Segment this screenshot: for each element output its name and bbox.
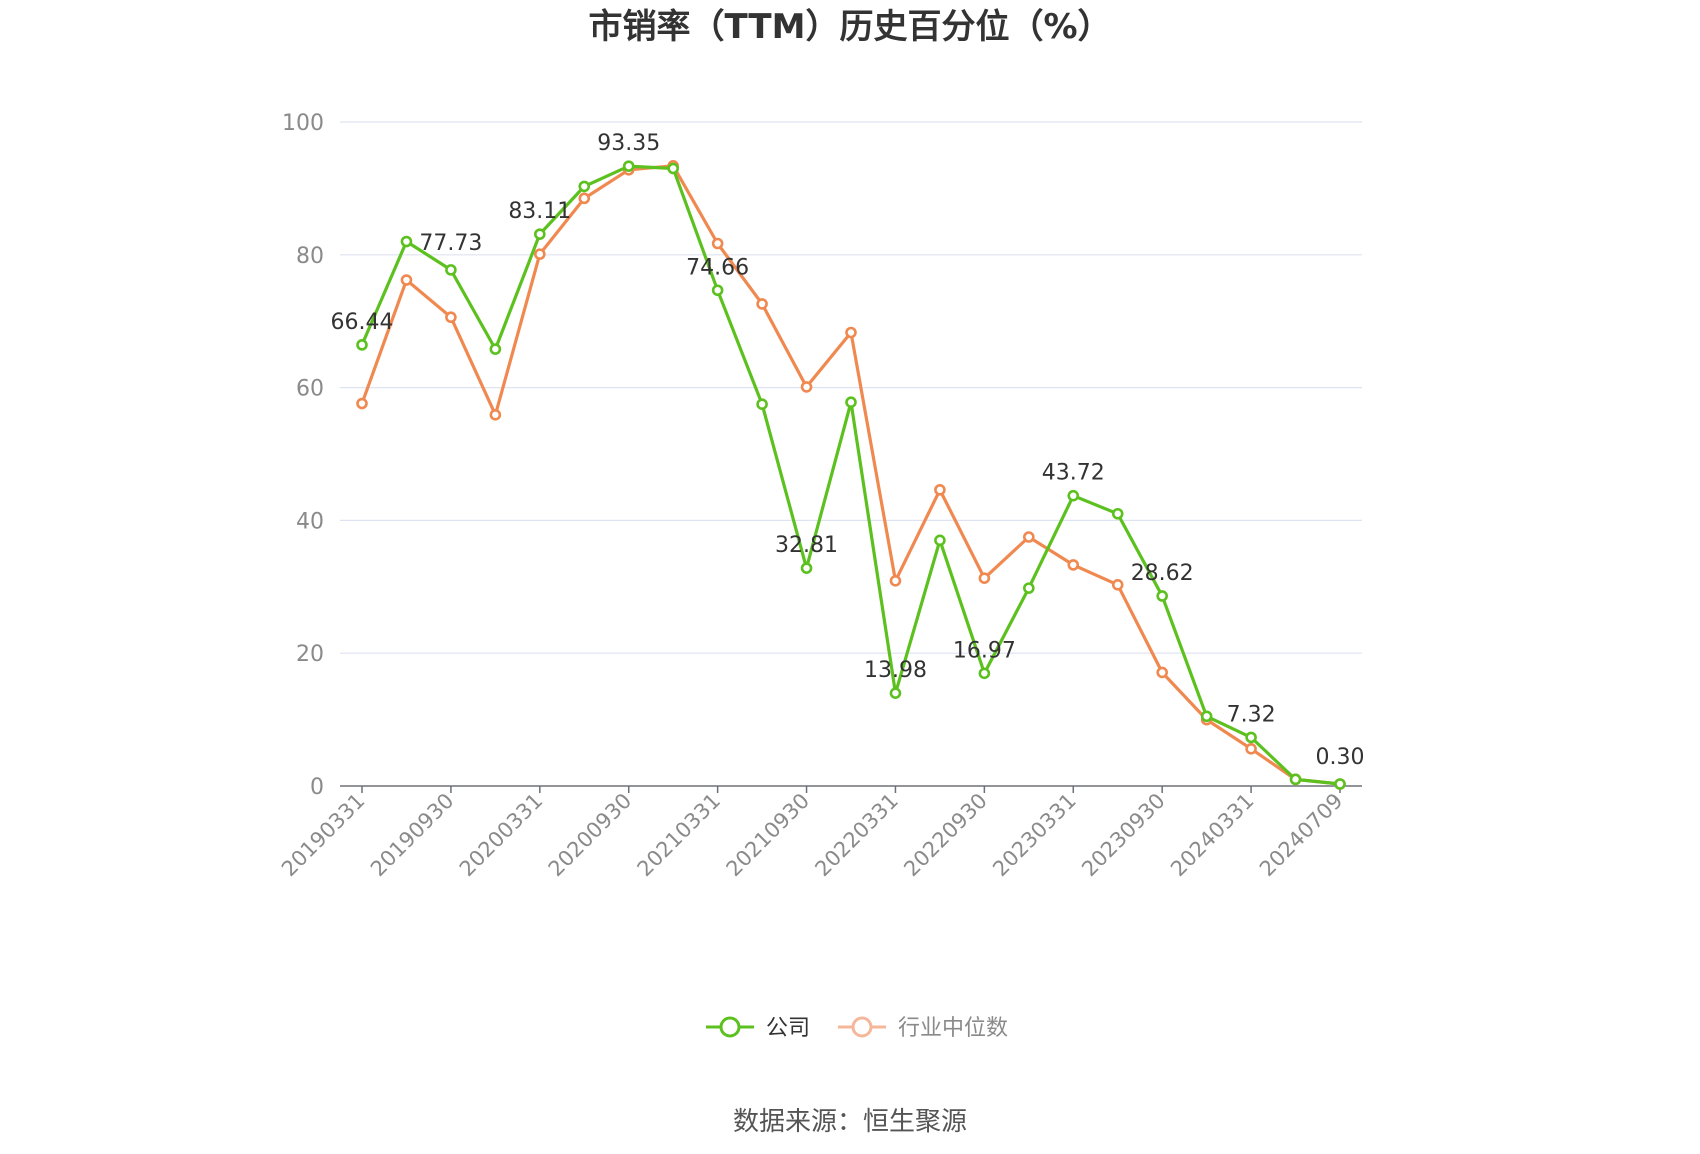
legend-label-company: 公司 bbox=[766, 1016, 810, 1041]
legend-item-company[interactable]: 公司 bbox=[706, 1016, 810, 1041]
data-point-industry-median bbox=[445, 311, 457, 324]
grid-lines bbox=[340, 121, 1362, 654]
series-layer bbox=[356, 160, 1346, 790]
data-point-company bbox=[1334, 778, 1346, 790]
x-tick-label: 20200331 bbox=[455, 789, 548, 882]
data-label: 66.44 bbox=[331, 310, 394, 335]
data-point-industry-median bbox=[711, 237, 724, 250]
y-tick-label: 40 bbox=[296, 509, 324, 534]
legend-item-industry-median[interactable]: 行业中位数 bbox=[838, 1016, 1008, 1041]
data-point-company bbox=[400, 235, 413, 248]
data-label: 0.30 bbox=[1316, 745, 1365, 770]
data-label: 28.62 bbox=[1131, 561, 1194, 586]
data-label: 13.98 bbox=[864, 658, 927, 683]
y-tick-label: 60 bbox=[296, 377, 324, 402]
data-point-company bbox=[489, 343, 502, 355]
data-point-industry-median bbox=[1023, 531, 1035, 543]
data-point-industry-median bbox=[400, 274, 413, 286]
x-tick-label: 20210930 bbox=[722, 789, 815, 882]
data-point-company bbox=[1067, 489, 1080, 502]
data-point-industry-median bbox=[534, 248, 546, 260]
x-tick-label: 20230331 bbox=[988, 789, 1081, 882]
data-point-industry-median bbox=[756, 298, 768, 310]
data-point-company bbox=[1023, 582, 1035, 594]
data-point-company bbox=[667, 162, 679, 175]
data-label: 77.73 bbox=[419, 231, 482, 256]
x-tick-label: 20210331 bbox=[633, 789, 726, 882]
data-point-company bbox=[1156, 590, 1168, 602]
data-label: 43.72 bbox=[1042, 461, 1105, 486]
data-point-company bbox=[711, 284, 724, 297]
data-label: 16.97 bbox=[953, 638, 1016, 663]
x-tick-label: 20240709 bbox=[1255, 789, 1348, 882]
data-point-company bbox=[845, 396, 857, 409]
y-tick-label: 100 bbox=[282, 111, 324, 136]
data-point-company bbox=[800, 562, 813, 574]
data-point-industry-median bbox=[889, 575, 902, 587]
x-tick-label: 20220930 bbox=[899, 789, 992, 882]
data-point-company bbox=[1289, 773, 1302, 786]
y-tick-label: 80 bbox=[296, 244, 324, 269]
legend-label-industry-median: 行业中位数 bbox=[898, 1016, 1008, 1041]
data-point-company bbox=[1111, 507, 1124, 520]
y-tick-label: 0 bbox=[310, 775, 324, 800]
data-labels: 66.44 77.73 83.11 93.35 74.66 32.81 13.98 16.97… bbox=[331, 131, 1365, 770]
chart-title: 市销率（TTM）历史百分位（%） bbox=[588, 7, 1111, 47]
data-point-company bbox=[622, 160, 635, 172]
data-point-company bbox=[756, 398, 768, 411]
x-tick-label: 20190331 bbox=[277, 789, 370, 882]
data-point-industry-median bbox=[1156, 666, 1168, 679]
data-label: 83.11 bbox=[508, 199, 571, 224]
data-point-industry-median bbox=[578, 192, 591, 205]
x-tick-label: 20200930 bbox=[544, 789, 637, 882]
x-tick-label: 20240331 bbox=[1166, 789, 1259, 882]
data-point-industry-median bbox=[845, 326, 857, 339]
legend: 公司 行业中位数 bbox=[706, 1016, 1008, 1041]
data-point-company bbox=[1245, 731, 1257, 744]
data-point-industry-median bbox=[1245, 743, 1257, 755]
legend-marker-company-dot bbox=[719, 1016, 741, 1038]
series-line-company bbox=[360, 164, 1341, 786]
data-point-industry-median bbox=[489, 409, 502, 421]
x-tick-label: 20190930 bbox=[366, 789, 459, 882]
data-label: 7.32 bbox=[1227, 702, 1276, 727]
data-point-company bbox=[578, 180, 591, 193]
data-point-company bbox=[356, 339, 368, 351]
series-line-industry-median bbox=[360, 164, 1341, 786]
x-tick-label: 20220331 bbox=[810, 789, 903, 882]
axes: 0 20 40 60 80 100 2019033120190930202003312020… bbox=[277, 111, 1362, 881]
data-label: 93.35 bbox=[597, 131, 660, 156]
data-label: 74.66 bbox=[686, 255, 749, 280]
data-point-industry-median bbox=[356, 397, 368, 410]
data-point-industry-median bbox=[978, 572, 991, 584]
data-point-company bbox=[445, 264, 457, 276]
data-point-industry-median bbox=[1067, 559, 1080, 571]
data-label: 32.81 bbox=[775, 533, 838, 558]
data-point-company bbox=[889, 687, 902, 699]
legend-marker-industry-dot bbox=[851, 1016, 873, 1038]
x-tick-label: 20230930 bbox=[1077, 789, 1170, 882]
y-tick-label: 20 bbox=[296, 642, 324, 667]
data-point-company bbox=[978, 667, 991, 680]
data-point-industry-median bbox=[934, 484, 946, 496]
data-point-company bbox=[534, 228, 546, 240]
data-point-industry-median bbox=[1111, 579, 1124, 591]
data-point-company bbox=[1200, 710, 1213, 723]
data-point-industry-median bbox=[800, 381, 813, 393]
data-point-company bbox=[934, 534, 946, 547]
source-note: 数据来源：恒生聚源 bbox=[733, 1107, 967, 1137]
